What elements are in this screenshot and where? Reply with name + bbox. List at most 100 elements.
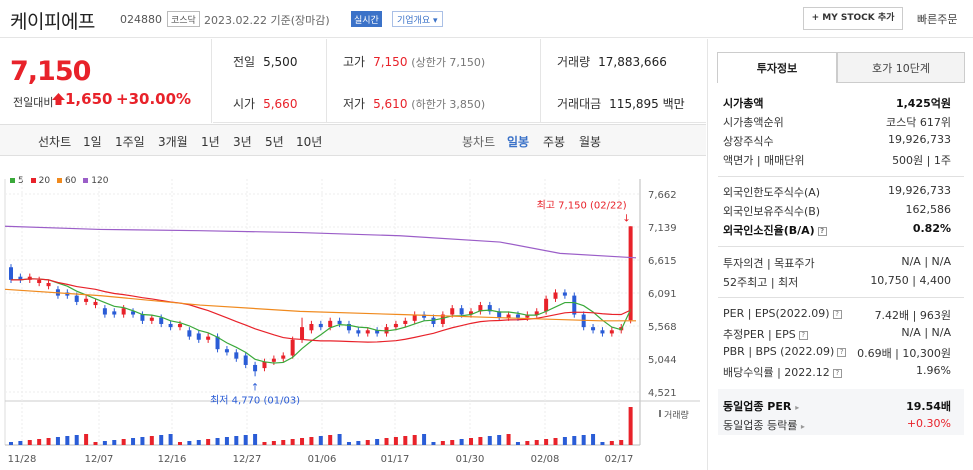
change-value: 1,650 xyxy=(65,90,113,108)
help-icon[interactable]: ? xyxy=(832,309,842,319)
value: 1,425억원 xyxy=(895,97,951,110)
candle xyxy=(403,320,408,324)
candle xyxy=(300,327,305,340)
volume-bar xyxy=(18,441,23,445)
volume-bar xyxy=(159,435,164,445)
corp-info-label: 기업개요 xyxy=(397,16,431,26)
realtime-button[interactable]: 실시간 xyxy=(351,11,382,27)
lower-limit: (하한가 3,850) xyxy=(411,98,486,111)
help-icon[interactable]: ? xyxy=(817,226,827,236)
label: 추정PER | EPS xyxy=(723,328,796,341)
tab-daily[interactable]: 일봉 xyxy=(507,135,530,149)
market-badge: 코스닥 xyxy=(167,11,200,27)
tab-line-chart[interactable]: 선차트 xyxy=(38,135,72,149)
change-percent: +30.00% xyxy=(116,90,192,108)
legend-ma5: 5 xyxy=(18,176,24,186)
volume-bar xyxy=(281,440,286,445)
x-tick-label: 02/17 xyxy=(605,454,634,465)
stock-code: 024880 xyxy=(120,13,162,26)
prev-close: 전일 5,500 xyxy=(233,53,297,70)
volume-bar xyxy=(27,440,32,445)
volume-bar xyxy=(487,436,492,445)
volume-bar xyxy=(131,438,136,445)
tab-hoga-10[interactable]: 호가 10단계 xyxy=(837,52,965,83)
help-icon[interactable]: ? xyxy=(832,368,842,378)
current-price: 7,150 xyxy=(10,56,91,87)
add-mystock-button[interactable]: + MY STOCK 추가 xyxy=(803,7,903,30)
investment-info-panel: 투자정보 호가 10단계 시가총액 1,425억원 시가총액순위 코스닥 617위 … xyxy=(707,39,973,470)
value: 500원 | 1주 xyxy=(892,154,951,167)
help-icon[interactable]: ? xyxy=(798,330,808,340)
label: PBR | BPS (2022.09) xyxy=(723,345,835,358)
volume-bar xyxy=(140,437,145,445)
volume-bar xyxy=(346,442,351,445)
y-tick-label: 6,615 xyxy=(648,256,677,267)
tab-1d[interactable]: 1일 xyxy=(83,135,102,149)
help-icon[interactable]: ? xyxy=(837,347,847,357)
cap-rank-row: 시가총액순위 코스닥 617위 xyxy=(723,112,951,131)
candle xyxy=(497,311,502,318)
volume-bar xyxy=(224,437,229,445)
volume-bar xyxy=(46,438,51,445)
volume-bar xyxy=(253,434,258,445)
volume-bar xyxy=(619,440,624,445)
volume-bar xyxy=(149,436,154,445)
ma5-line xyxy=(11,278,632,364)
volume-bar xyxy=(553,438,558,445)
divider xyxy=(718,246,964,247)
tab-1w[interactable]: 1주일 xyxy=(115,135,145,149)
volume-bar xyxy=(243,435,248,445)
candle xyxy=(177,323,182,328)
value: +0.30% xyxy=(906,417,951,430)
value: 10,750 | 4,400 xyxy=(870,274,951,287)
value: 19,926,733 xyxy=(888,184,951,197)
legend-ma120: 120 xyxy=(91,176,109,186)
tab-invest-info[interactable]: 투자정보 xyxy=(717,52,837,83)
divider xyxy=(326,39,327,123)
volume-bar xyxy=(102,441,107,445)
est-per-row: 추정PER | EPS? N/A | N/A xyxy=(723,324,951,343)
price-chart[interactable]: 5 20 60 120 7,662 7,139 6,615 6,091 5,568 5,0… xyxy=(0,157,706,470)
volume-bar xyxy=(534,440,539,445)
candle xyxy=(553,292,558,299)
corp-info-dropdown[interactable]: 기업개요 ▾ xyxy=(392,11,443,27)
foreign-hold-row: 외국인보유주식수(B) 162,586 xyxy=(723,201,951,220)
x-tick-label: 12/16 xyxy=(158,454,187,465)
volume-bar xyxy=(121,439,126,445)
pbr-row: PBR | BPS (2022.09)? 0.69배 | 10,300원 xyxy=(723,343,951,362)
label[interactable]: 동일업종 PER xyxy=(723,400,792,413)
candle xyxy=(159,317,164,324)
tab-monthly[interactable]: 월봉 xyxy=(579,135,602,149)
candle xyxy=(487,305,492,312)
tab-1y[interactable]: 1년 xyxy=(201,135,220,149)
candle xyxy=(262,361,267,369)
candle xyxy=(562,292,567,296)
quick-order-button[interactable]: 빠른주문 xyxy=(917,13,958,26)
label: 시가 xyxy=(233,97,256,111)
label[interactable]: 동일업종 등락률 xyxy=(723,419,798,432)
y-tick-label: 5,044 xyxy=(648,355,677,366)
candle xyxy=(534,311,539,315)
candle xyxy=(450,308,455,315)
label: 외국인소진율(B/A) xyxy=(723,224,815,237)
tab-5y[interactable]: 5년 xyxy=(265,135,284,149)
volume: 거래량 17,883,666 xyxy=(557,53,667,70)
tab-weekly[interactable]: 주봉 xyxy=(543,135,566,149)
y-tick-label: 7,139 xyxy=(648,223,677,234)
volume-bar xyxy=(384,438,389,445)
candle xyxy=(440,314,445,324)
volume-bar xyxy=(328,435,333,445)
tab-3m[interactable]: 3개월 xyxy=(158,135,188,149)
volume-bar xyxy=(609,441,614,445)
candle xyxy=(253,364,258,372)
volume-bar xyxy=(112,440,117,445)
tab-candle-chart[interactable]: 봉차트 xyxy=(462,135,496,149)
candle xyxy=(375,330,380,334)
y-tick-label: 6,091 xyxy=(648,289,677,300)
candle xyxy=(328,320,333,328)
tab-10y[interactable]: 10년 xyxy=(296,135,323,149)
tab-3y[interactable]: 3년 xyxy=(233,135,252,149)
label: PER | EPS(2022.09) xyxy=(723,307,830,320)
legend-ma60: 60 xyxy=(64,176,77,186)
volume-bar xyxy=(9,442,13,445)
